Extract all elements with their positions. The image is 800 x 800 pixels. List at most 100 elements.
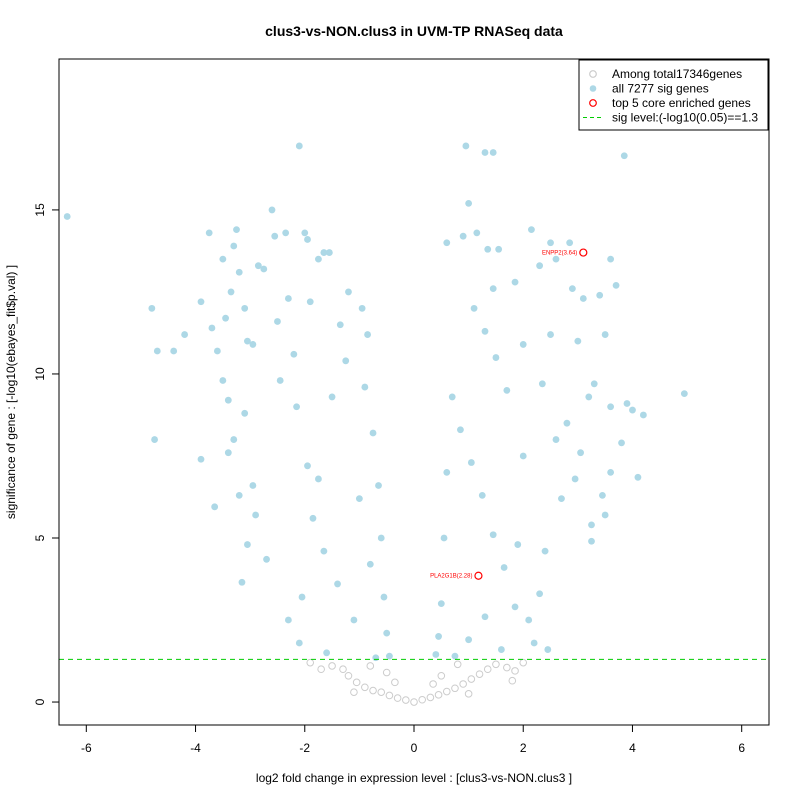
sig-point-56: [375, 482, 382, 489]
x-tick-label-2: -2: [299, 741, 310, 755]
sig-point-12: [219, 255, 227, 263]
nonsig-point-12: [426, 693, 435, 702]
sig-point-38: [358, 304, 366, 312]
sig-point-32: [325, 249, 333, 256]
x-tick-label-5: 4: [629, 741, 636, 755]
sig-point-15: [230, 242, 238, 250]
sig-point-39: [364, 331, 371, 338]
sig-point-107: [607, 403, 615, 411]
top-genes: ENPP2(3.64) PLA2G1B(2.28): [430, 248, 588, 580]
sig-point-2: [153, 347, 161, 355]
sig-point-18: [238, 578, 246, 586]
sig-point-79: [459, 232, 467, 240]
sig-point-112: [599, 491, 606, 499]
sig-point-57: [377, 534, 385, 542]
legend-symbol-1: [589, 85, 597, 92]
y-tick-label-3: 15: [33, 203, 47, 217]
legend-label-1: all 7277 sig genes: [612, 82, 709, 96]
y-tick-label-2: 10: [33, 367, 47, 381]
nonsig-point-11: [418, 695, 426, 704]
nonsig-point-6: [377, 688, 386, 696]
sig-point-143: [481, 327, 489, 335]
sig-point-141: [503, 386, 511, 394]
sig-point-95: [511, 278, 519, 286]
sig-point-90: [596, 291, 604, 299]
nonsig-point-18: [475, 670, 484, 678]
sig-point-41: [224, 396, 232, 404]
nonsig-point-27: [382, 668, 391, 677]
sig-point-85: [547, 239, 554, 247]
y-axis: 0 5 10 15: [33, 203, 59, 705]
sig-point-125: [489, 531, 497, 539]
sig-point-14: [227, 288, 235, 296]
nonsig-point-15: [451, 684, 459, 693]
nonsig-point-30: [453, 660, 462, 669]
sig-point-81: [473, 229, 481, 237]
nonsig-point-34: [429, 680, 437, 688]
sig-point-7: [197, 455, 205, 463]
sig-point-102: [590, 380, 598, 388]
nonsig-point-28: [437, 671, 446, 680]
sig-point-28: [301, 229, 309, 237]
sig-point-83: [495, 245, 503, 253]
nonsig-point-0: [328, 662, 336, 670]
sig-point-19: [241, 304, 249, 312]
sig-point-115: [588, 537, 595, 545]
sig-point-71: [372, 654, 380, 662]
nonsig-point-5: [369, 686, 377, 695]
sig-point-0: [63, 213, 71, 220]
sig-point-97: [470, 304, 478, 312]
sig-point-136: [465, 636, 473, 644]
sig-point-37: [345, 288, 352, 296]
nonsig-point-4: [361, 683, 369, 692]
sig-point-101: [519, 341, 527, 348]
sig-point-58: [380, 593, 388, 601]
sig-point-75: [462, 142, 470, 150]
sig-point-77: [481, 149, 489, 156]
sig-point-121: [530, 639, 538, 647]
sig-point-73: [276, 377, 284, 384]
sig-point-30: [315, 255, 322, 263]
y-tick-label-1: 5: [33, 534, 47, 541]
sig-point-60: [386, 652, 393, 660]
sig-point-48: [252, 511, 260, 519]
sig-point-98: [601, 331, 609, 338]
sig-point-35: [306, 298, 314, 306]
sig-point-4: [170, 347, 178, 355]
y-axis-label: significance of gene : [-log10(ebayes_fi…: [4, 265, 18, 519]
sig-point-86: [566, 239, 574, 247]
sig-point-96: [489, 285, 497, 293]
sig-point-135: [451, 652, 459, 660]
sig-points: [63, 142, 688, 662]
sig-point-53: [342, 357, 350, 365]
sig-point-44: [249, 482, 257, 489]
sig-point-124: [500, 564, 508, 571]
sig-point-134: [432, 651, 440, 658]
sig-point-80: [443, 239, 451, 247]
sig-point-139: [514, 541, 522, 548]
sig-point-111: [607, 468, 615, 476]
sig-point-87: [620, 152, 628, 160]
sig-point-69: [295, 639, 303, 647]
sig-point-93: [552, 255, 560, 263]
sig-point-76: [489, 149, 497, 156]
sig-point-16: [233, 226, 240, 234]
sig-point-54: [361, 383, 369, 391]
sig-point-108: [585, 393, 593, 401]
sig-point-31: [320, 249, 328, 256]
nonsig-point-24: [508, 676, 517, 685]
sig-point-130: [443, 468, 451, 476]
sig-point-36: [336, 321, 344, 329]
x-tick-label-4: 2: [520, 741, 527, 755]
top-gene-label-1: PLA2G1B(2.28): [430, 574, 472, 580]
sig-point-61: [355, 495, 363, 503]
sig-point-103: [623, 400, 631, 407]
sig-point-133: [435, 633, 442, 640]
nonsig-point-2: [344, 671, 353, 680]
nonsig-point-23: [519, 658, 528, 667]
legend-symbol-2: [589, 99, 597, 107]
nonsig-point-25: [317, 665, 325, 674]
sig-point-88: [607, 255, 615, 263]
sig-point-43: [230, 436, 238, 443]
